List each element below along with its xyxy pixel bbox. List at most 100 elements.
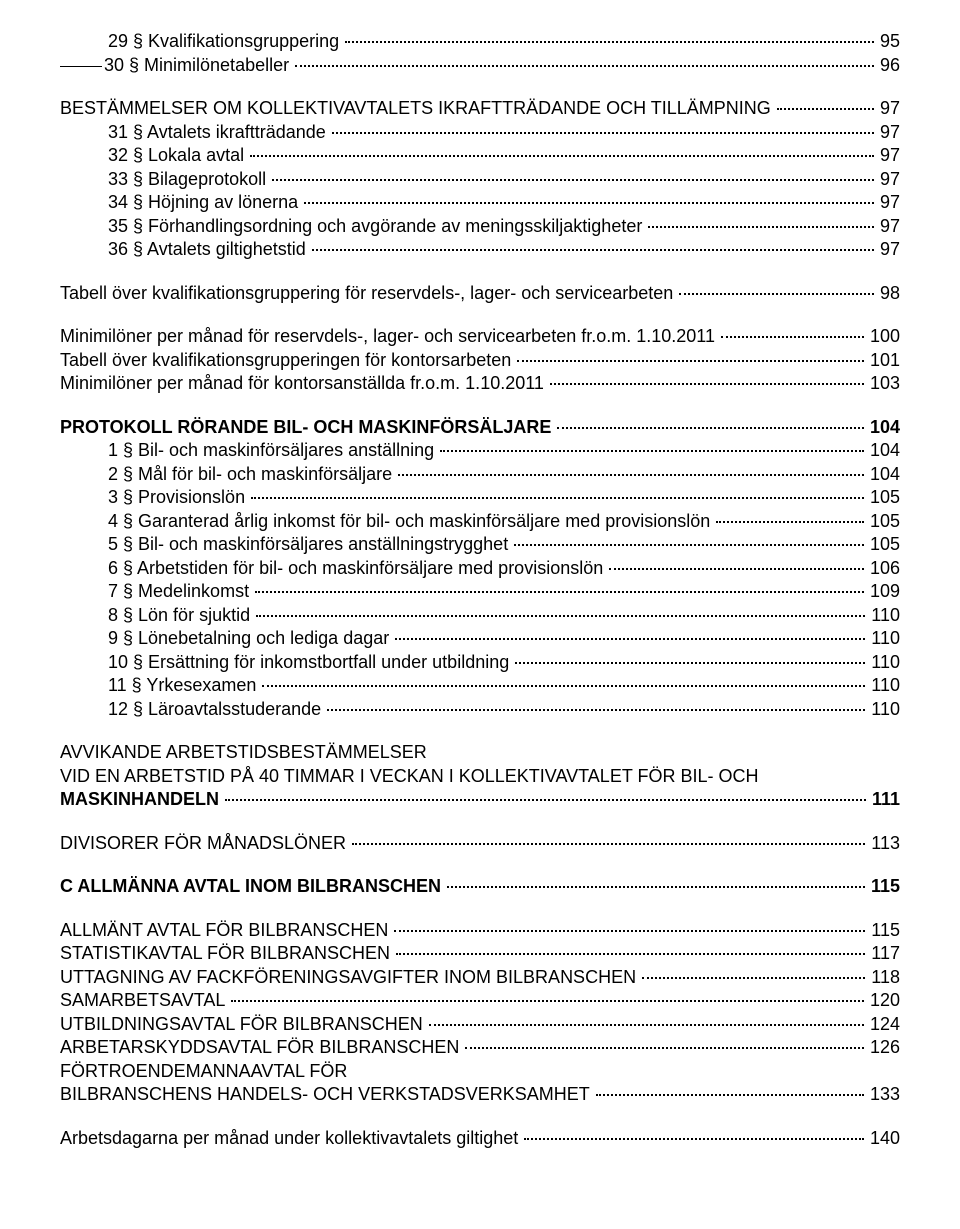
toc-entry: 35 § Förhandlingsordning och avgörande a… xyxy=(60,215,900,238)
toc-label: 4 § Garanterad årlig inkomst för bil- oc… xyxy=(108,510,714,533)
toc-label: ALLMÄNT AVTAL FÖR BILBRANSCHEN xyxy=(60,919,392,942)
toc-label: 5 § Bil- och maskinförsäljares anställni… xyxy=(108,533,512,556)
toc-page-number: 118 xyxy=(867,966,900,989)
toc-entry: 32 § Lokala avtal97 xyxy=(60,144,900,167)
toc-label: 8 § Lön för sjuktid xyxy=(108,604,254,627)
toc-dot-leader xyxy=(394,930,865,932)
toc-label: 12 § Läroavtalsstuderande xyxy=(108,698,325,721)
toc-entry: 2 § Mål för bil- och maskinförsäljare104 xyxy=(60,463,900,486)
toc-label: BESTÄMMELSER OM KOLLEKTIVAVTALETS IKRAFT… xyxy=(60,97,775,120)
toc-dot-leader xyxy=(524,1138,864,1140)
toc-page-number: 101 xyxy=(866,349,900,372)
toc-page-number: 113 xyxy=(867,832,900,855)
toc-dot-leader xyxy=(352,843,865,845)
toc-page-number: 97 xyxy=(876,191,900,214)
toc-dot-leader xyxy=(721,336,864,338)
toc-dot-leader xyxy=(262,685,865,687)
toc-dot-leader xyxy=(345,41,874,43)
toc-dot-leader xyxy=(679,293,874,295)
toc-label: SAMARBETSAVTAL xyxy=(60,989,229,1012)
toc-page-number: 110 xyxy=(867,604,900,627)
toc-entry: 11 § Yrkesexamen110 xyxy=(60,674,900,697)
toc-dot-leader xyxy=(304,202,874,204)
toc-page-number: 97 xyxy=(876,168,900,191)
toc-label: 29 § Kvalifikationsgruppering xyxy=(108,30,343,53)
toc-heading: AVVIKANDE ARBETSTIDSBESTÄMMELSER xyxy=(60,741,900,764)
toc-label: 11 § Yrkesexamen xyxy=(108,674,260,697)
toc-entry: 6 § Arbetstiden för bil- och maskinförsä… xyxy=(60,557,900,580)
toc-dot-leader xyxy=(514,544,864,546)
toc-entry: UTBILDNINGSAVTAL FÖR BILBRANSCHEN124 xyxy=(60,1013,900,1036)
toc-dot-leader xyxy=(231,1000,864,1002)
toc-page-number: 97 xyxy=(876,121,900,144)
toc-dot-leader xyxy=(398,474,864,476)
toc-label: BILBRANSCHENS HANDELS- OCH VERKSTADSVERK… xyxy=(60,1083,594,1106)
toc-dot-leader xyxy=(596,1094,864,1096)
toc-label: 1 § Bil- och maskinförsäljares anställni… xyxy=(108,439,438,462)
toc-label: 7 § Medelinkomst xyxy=(108,580,253,603)
toc-page-number: 109 xyxy=(866,580,900,603)
toc-label: 36 § Avtalets giltighetstid xyxy=(108,238,310,261)
toc-entry: 9 § Lönebetalning och lediga dagar110 xyxy=(60,627,900,650)
toc-page-number: 103 xyxy=(866,372,900,395)
toc-label: MASKINHANDELN xyxy=(60,788,223,811)
toc-page-number: 133 xyxy=(866,1083,900,1106)
toc-page-number: 100 xyxy=(866,325,900,348)
toc-label: PROTOKOLL RÖRANDE BIL- OCH MASKINFÖRSÄLJ… xyxy=(60,416,555,439)
toc-entry: 34 § Höjning av lönerna97 xyxy=(60,191,900,214)
toc-label: 3 § Provisionslön xyxy=(108,486,249,509)
toc-page-number: 115 xyxy=(867,919,900,942)
toc-dot-leader xyxy=(447,886,865,888)
toc-entry: SAMARBETSAVTAL 120 xyxy=(60,989,900,1012)
toc-dot-leader xyxy=(429,1024,864,1026)
toc-page-number: 111 xyxy=(868,788,900,811)
toc-dot-leader xyxy=(225,799,866,801)
blank-spacer xyxy=(60,899,900,919)
toc-heading: FÖRTROENDEMANNAAVTAL FÖR xyxy=(60,1060,900,1083)
blank-spacer xyxy=(60,262,900,282)
toc-page-number: 117 xyxy=(867,942,900,965)
toc-entry: 1 § Bil- och maskinförsäljares anställni… xyxy=(60,439,900,462)
toc-entry: BESTÄMMELSER OM KOLLEKTIVAVTALETS IKRAFT… xyxy=(60,97,900,120)
toc-page-number: 104 xyxy=(866,463,900,486)
toc-dot-leader xyxy=(251,497,864,499)
toc-entry: STATISTIKAVTAL FÖR BILBRANSCHEN117 xyxy=(60,942,900,965)
toc-label: Tabell över kvalifikationsgruppering för… xyxy=(60,282,677,305)
toc-dot-leader xyxy=(609,568,864,570)
toc-dot-leader xyxy=(517,360,864,362)
toc-page-number: 105 xyxy=(866,533,900,556)
toc-page-number: 96 xyxy=(876,54,900,77)
toc-dot-leader xyxy=(255,591,864,593)
toc-dot-leader xyxy=(327,709,865,711)
toc-entry: Arbetsdagarna per månad under kollektiva… xyxy=(60,1127,900,1150)
toc-entry: 10 § Ersättning för inkomstbortfall unde… xyxy=(60,651,900,674)
toc-label: UTBILDNINGSAVTAL FÖR BILBRANSCHEN xyxy=(60,1013,427,1036)
toc-dot-leader xyxy=(465,1047,864,1049)
toc-label: ARBETARSKYDDSAVTAL FÖR BILBRANSCHEN xyxy=(60,1036,463,1059)
toc-page-number: 97 xyxy=(876,97,900,120)
toc-container: 29 § Kvalifikationsgruppering9530 § Mini… xyxy=(60,30,900,1149)
toc-page-number: 104 xyxy=(866,416,900,439)
toc-page-number: 120 xyxy=(866,989,900,1012)
toc-entry: Minimilöner per månad för kontorsanställ… xyxy=(60,372,900,395)
toc-entry: 33 § Bilageprotokoll97 xyxy=(60,168,900,191)
toc-dot-leader xyxy=(256,615,865,617)
toc-page-number: 106 xyxy=(866,557,900,580)
blank-spacer xyxy=(60,1107,900,1127)
toc-entry: 31 § Avtalets ikraftträdande97 xyxy=(60,121,900,144)
toc-dot-leader xyxy=(557,427,864,429)
toc-dot-leader xyxy=(295,65,874,67)
toc-label: 9 § Lönebetalning och lediga dagar xyxy=(108,627,393,650)
blank-spacer xyxy=(60,812,900,832)
toc-entry: DIVISORER FÖR MÅNADSLÖNER113 xyxy=(60,832,900,855)
toc-heading: VID EN ARBETSTID PÅ 40 TIMMAR I VECKAN I… xyxy=(60,765,900,788)
toc-entry: Minimilöner per månad för reservdels-, l… xyxy=(60,325,900,348)
toc-page-number: 97 xyxy=(876,215,900,238)
toc-label: C ALLMÄNNA AVTAL INOM BILBRANSCHEN xyxy=(60,875,445,898)
toc-label: Minimilöner per månad för reservdels-, l… xyxy=(60,325,719,348)
toc-dot-leader xyxy=(777,108,874,110)
toc-page-number: 104 xyxy=(866,439,900,462)
blank-spacer xyxy=(60,77,900,97)
toc-label: 6 § Arbetstiden för bil- och maskinförsä… xyxy=(108,557,607,580)
blank-spacer xyxy=(60,721,900,741)
